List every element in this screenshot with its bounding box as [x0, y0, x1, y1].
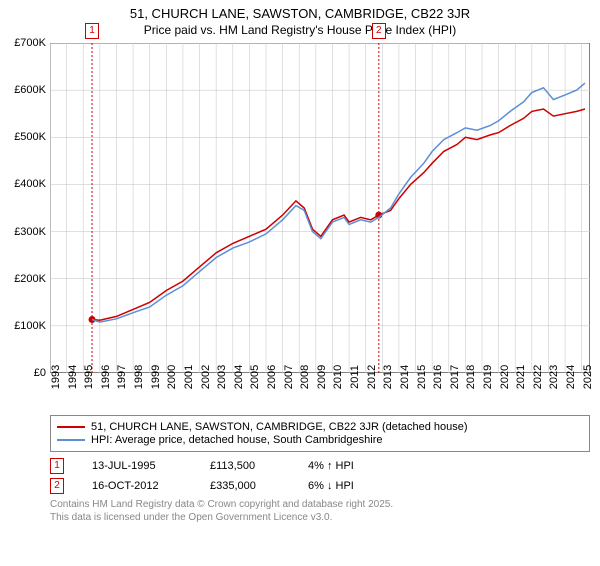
x-tick-label: 1999: [150, 365, 162, 389]
x-tick-label: 2021: [515, 365, 527, 389]
legend: 51, CHURCH LANE, SAWSTON, CAMBRIDGE, CB2…: [50, 415, 590, 452]
x-tick-label: 2008: [299, 365, 311, 389]
y-tick-label: £100K: [14, 320, 46, 332]
y-tick-label: £300K: [14, 226, 46, 238]
y-tick-label: £0: [34, 367, 46, 379]
x-tick-label: 2013: [382, 365, 394, 389]
x-tick-label: 2003: [216, 365, 228, 389]
x-tick-label: 2020: [499, 365, 511, 389]
sale-marker-icon: 1: [50, 458, 64, 474]
sale-row: 2 16-OCT-2012 £335,000 6% ↓ HPI: [50, 478, 590, 494]
x-tick-label: 2006: [266, 365, 278, 389]
x-tick-label: 2001: [183, 365, 195, 389]
x-tick-label: 2012: [366, 365, 378, 389]
sale-price: £335,000: [210, 480, 280, 492]
x-tick-label: 2019: [482, 365, 494, 389]
y-tick-label: £500K: [14, 131, 46, 143]
x-tick-label: 1994: [67, 365, 79, 389]
x-tick-label: 2025: [582, 365, 594, 389]
x-tick-label: 2017: [449, 365, 461, 389]
x-tick-label: 2002: [200, 365, 212, 389]
x-tick-label: 2023: [548, 365, 560, 389]
y-tick-label: £400K: [14, 178, 46, 190]
x-tick-label: 1995: [83, 365, 95, 389]
legend-swatch: [57, 426, 85, 428]
footnote-line: Contains HM Land Registry data © Crown c…: [50, 498, 590, 511]
sale-marker: 1: [85, 23, 99, 39]
legend-label: HPI: Average price, detached house, Sout…: [91, 434, 382, 446]
sale-date: 13-JUL-1995: [92, 460, 182, 472]
x-tick-label: 2022: [532, 365, 544, 389]
x-tick-label: 1997: [116, 365, 128, 389]
sale-delta: 4% ↑ HPI: [308, 460, 354, 472]
x-tick-label: 2014: [399, 365, 411, 389]
footnote-line: This data is licensed under the Open Gov…: [50, 511, 590, 524]
sales-table: 1 13-JUL-1995 £113,500 4% ↑ HPI 2 16-OCT-2012…: [50, 458, 590, 494]
x-tick-label: 2011: [349, 365, 361, 389]
x-tick-label: 1993: [50, 365, 62, 389]
sale-row: 1 13-JUL-1995 £113,500 4% ↑ HPI: [50, 458, 590, 474]
x-tick-label: 2005: [249, 365, 261, 389]
sale-price: £113,500: [210, 460, 280, 472]
x-tick-label: 1996: [100, 365, 112, 389]
sale-marker: 2: [372, 23, 386, 39]
legend-label: 51, CHURCH LANE, SAWSTON, CAMBRIDGE, CB2…: [91, 421, 468, 433]
line-chart: [50, 43, 590, 373]
legend-item-property: 51, CHURCH LANE, SAWSTON, CAMBRIDGE, CB2…: [57, 421, 583, 433]
x-tick-label: 2018: [465, 365, 477, 389]
x-tick-label: 2015: [416, 365, 428, 389]
chart-area: £0£100K£200K£300K£400K£500K£600K£700K199…: [50, 43, 590, 373]
x-tick-label: 2024: [565, 365, 577, 389]
x-tick-label: 2004: [233, 365, 245, 389]
x-tick-label: 2009: [316, 365, 328, 389]
x-tick-label: 2007: [283, 365, 295, 389]
legend-item-hpi: HPI: Average price, detached house, Sout…: [57, 434, 583, 446]
y-tick-label: £600K: [14, 84, 46, 96]
y-tick-label: £200K: [14, 273, 46, 285]
legend-swatch: [57, 439, 85, 441]
sale-delta: 6% ↓ HPI: [308, 480, 354, 492]
x-tick-label: 2010: [332, 365, 344, 389]
footnote: Contains HM Land Registry data © Crown c…: [50, 498, 590, 524]
sale-date: 16-OCT-2012: [92, 480, 182, 492]
sale-marker-icon: 2: [50, 478, 64, 494]
y-tick-label: £700K: [14, 37, 46, 49]
x-tick-label: 2000: [166, 365, 178, 389]
x-tick-label: 1998: [133, 365, 145, 389]
x-tick-label: 2016: [432, 365, 444, 389]
chart-title: 51, CHURCH LANE, SAWSTON, CAMBRIDGE, CB2…: [0, 6, 600, 21]
